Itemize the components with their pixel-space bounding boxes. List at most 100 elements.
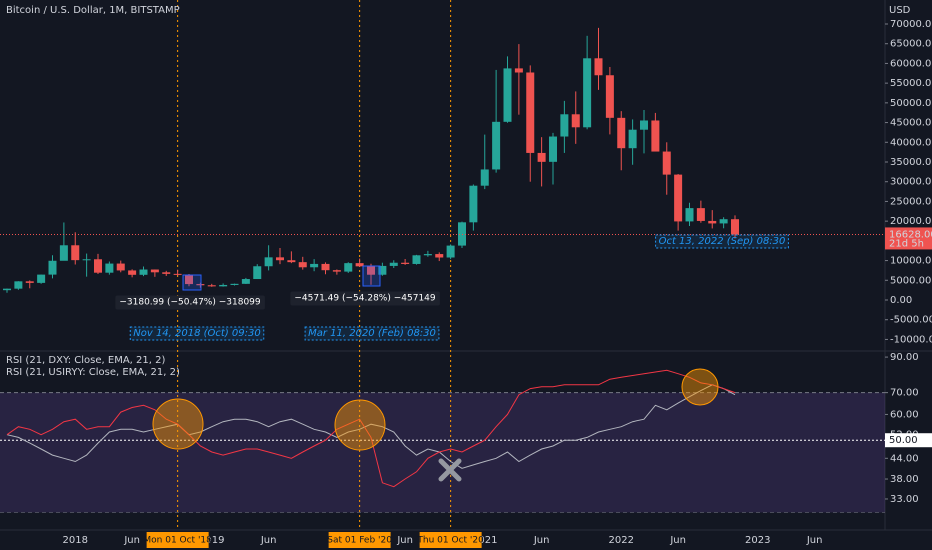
rsi-band bbox=[0, 392, 885, 513]
measure-label: −3180.99 (−50.47%) −318099 bbox=[119, 298, 261, 308]
candle-body bbox=[264, 257, 273, 267]
candle-body bbox=[82, 259, 91, 261]
y-tick-label: 65000.00 bbox=[890, 39, 932, 50]
x-tick-label: Jun bbox=[669, 535, 686, 546]
y-tick-label: 45000.00 bbox=[890, 118, 932, 129]
candle-body bbox=[173, 273, 182, 275]
candle-body bbox=[662, 151, 671, 175]
date-note-box bbox=[304, 326, 440, 341]
candle-body bbox=[651, 120, 660, 152]
candle-body bbox=[276, 257, 284, 261]
x-highlight-bg bbox=[146, 532, 209, 548]
candle-body bbox=[492, 121, 501, 170]
date-note-box bbox=[655, 234, 789, 249]
y-tick-label: 33.00 bbox=[890, 494, 919, 505]
candle-body bbox=[696, 208, 705, 221]
date-note: Oct 13, 2022 (Sep) 08:30 bbox=[659, 236, 786, 247]
candle-body bbox=[310, 263, 319, 268]
y-tick-label: 35000.00 bbox=[890, 157, 932, 168]
candle-body bbox=[219, 284, 228, 287]
candle-body bbox=[674, 174, 683, 222]
candle-body bbox=[708, 220, 717, 224]
y-tick-label: 60000.00 bbox=[890, 58, 932, 69]
candle-body bbox=[389, 262, 398, 266]
x-tick-label: 2023 bbox=[745, 535, 770, 546]
candle-body bbox=[435, 254, 444, 258]
candle-body bbox=[196, 284, 205, 286]
candle-body bbox=[321, 263, 330, 271]
y-tick-label: 0.00 bbox=[890, 295, 912, 306]
rsi-line bbox=[6, 384, 736, 469]
candle-body bbox=[560, 114, 569, 137]
candle-body bbox=[71, 245, 80, 261]
highlight-circle bbox=[681, 368, 719, 406]
candle-body bbox=[25, 281, 34, 283]
reference-badge bbox=[885, 433, 932, 448]
candle-body bbox=[594, 58, 603, 76]
candle-body bbox=[412, 255, 421, 264]
x-tick-label: Jun bbox=[396, 535, 413, 546]
x-highlight-label: Sat 01 Feb '20 bbox=[327, 536, 392, 546]
candle-body bbox=[367, 266, 375, 275]
candle-body bbox=[480, 169, 489, 186]
y-tick-label: 70.00 bbox=[890, 388, 919, 399]
candle-body bbox=[94, 259, 102, 273]
highlight-circle bbox=[334, 399, 386, 451]
last-price-badge bbox=[885, 227, 932, 250]
last-price-label: 16628.00 bbox=[889, 229, 932, 240]
candle-body bbox=[446, 245, 455, 258]
candle-body bbox=[514, 68, 523, 73]
x-tick-label: Jun bbox=[533, 535, 550, 546]
date-note: Nov 14, 2018 (Oct) 09:30 bbox=[133, 328, 261, 339]
candle-body bbox=[253, 266, 262, 280]
reference-label: 50.00 bbox=[889, 435, 918, 446]
y-tick-label: 25000.00 bbox=[890, 196, 932, 207]
candle-body bbox=[685, 208, 694, 222]
chart-title: Bitcoin / U.S. Dollar, 1M, BITSTAMP bbox=[6, 5, 180, 16]
date-note: Mar 11, 2020 (Feb) 08:30 bbox=[308, 328, 436, 339]
x-tick-label: Jun bbox=[806, 535, 823, 546]
date-note-box bbox=[129, 326, 265, 341]
y-tick-label: 55000.00 bbox=[890, 78, 932, 89]
candle-body bbox=[116, 263, 125, 271]
candle-body bbox=[378, 265, 387, 275]
candle-body bbox=[230, 283, 239, 285]
candle-body bbox=[48, 260, 57, 275]
highlight-circle bbox=[152, 398, 204, 450]
x-highlight-bg bbox=[419, 532, 482, 548]
countdown-label: 21d 5h bbox=[889, 238, 924, 249]
candle-body bbox=[719, 219, 728, 224]
measure-box bbox=[362, 265, 381, 287]
candle-body bbox=[617, 117, 626, 149]
x-highlight-bg bbox=[328, 532, 391, 548]
x-tick-label: 2021 bbox=[472, 535, 497, 546]
y-tick-label: 50000.00 bbox=[890, 98, 932, 109]
y-tick-label: 60.00 bbox=[890, 409, 919, 420]
candle-body bbox=[526, 72, 535, 153]
candle-body bbox=[59, 245, 68, 261]
y-tick-label: 40000.00 bbox=[890, 137, 932, 148]
x-tick-label: Jun bbox=[123, 535, 140, 546]
x-tick-label: Jun bbox=[260, 535, 277, 546]
candle-body bbox=[628, 129, 637, 149]
y-tick-label: 38.00 bbox=[890, 474, 919, 485]
legend-entry: RSI (21, USIRYY: Close, EMA, 21, 2) bbox=[6, 367, 180, 378]
candle-body bbox=[469, 185, 478, 223]
candle-body bbox=[583, 58, 592, 128]
candle-body bbox=[150, 269, 159, 273]
candle-body bbox=[401, 262, 410, 264]
candle-body bbox=[423, 254, 432, 256]
measure-box bbox=[182, 274, 202, 291]
candle-body bbox=[332, 270, 341, 272]
y-tick-label: 30000.00 bbox=[890, 177, 932, 188]
x-tick-label: 2019 bbox=[199, 535, 224, 546]
axis-unit: USD bbox=[889, 5, 911, 16]
candle-body bbox=[537, 152, 546, 162]
candle-body bbox=[37, 274, 46, 283]
candle-body bbox=[605, 75, 614, 118]
y-tick-label: -10000.00 bbox=[890, 334, 932, 345]
candle-body bbox=[571, 114, 580, 128]
candle-body bbox=[185, 274, 193, 285]
candle-body bbox=[128, 270, 137, 275]
